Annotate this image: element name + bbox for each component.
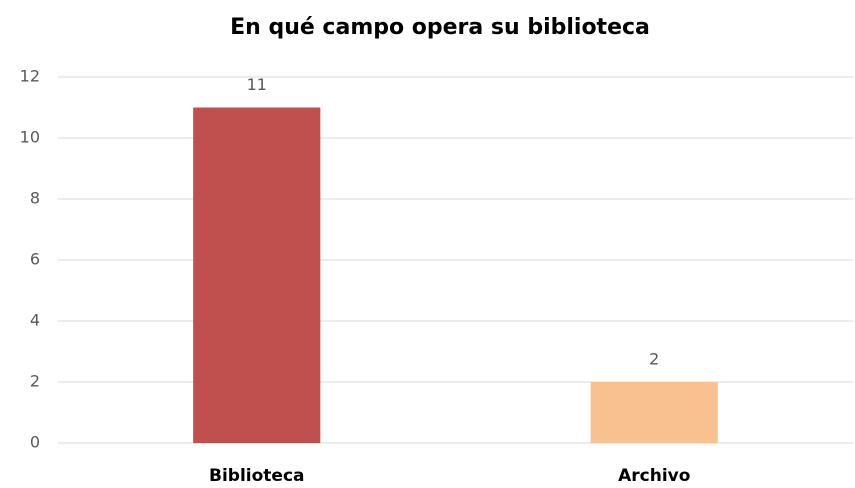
y-tick-label: 12 bbox=[20, 67, 40, 86]
y-tick-label: 0 bbox=[30, 433, 40, 452]
x-tick-label: Archivo bbox=[618, 466, 690, 486]
x-tick-label: Biblioteca bbox=[209, 466, 305, 486]
data-label: 2 bbox=[649, 350, 659, 369]
y-tick-label: 10 bbox=[20, 128, 40, 147]
bar bbox=[193, 107, 321, 443]
y-tick-label: 4 bbox=[30, 311, 40, 330]
y-tick-label: 8 bbox=[30, 189, 40, 208]
data-label: 11 bbox=[247, 75, 267, 94]
bar bbox=[590, 382, 718, 443]
chart-title: En qué campo opera su biblioteca bbox=[230, 15, 650, 40]
y-tick-label: 6 bbox=[30, 250, 40, 269]
y-tick-label: 2 bbox=[30, 372, 40, 391]
